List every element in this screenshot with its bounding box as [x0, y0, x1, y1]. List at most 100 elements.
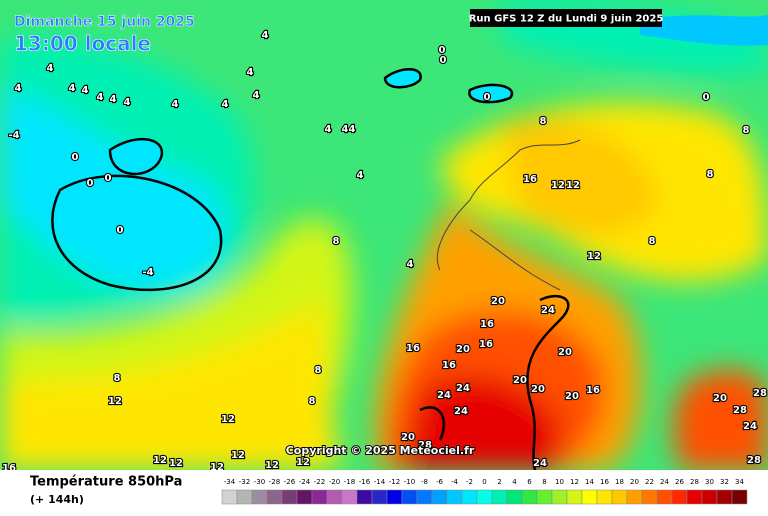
legend-swatch	[566, 489, 583, 505]
legend-tick-label: -2	[466, 478, 473, 486]
contour-label: -4	[142, 267, 153, 278]
legend-tick-label: -4	[451, 478, 459, 486]
contour-label: 8	[540, 116, 547, 127]
contour-label: 8	[743, 125, 750, 136]
contour-label: 4	[82, 85, 89, 96]
legend-swatch	[341, 489, 358, 505]
legend-tick-label: 26	[675, 478, 684, 486]
contour-label: 8	[333, 236, 340, 247]
legend-tick-label: 20	[630, 478, 639, 486]
legend-tick-label: -30	[254, 478, 265, 486]
contour-label: 4	[15, 83, 22, 94]
legend-swatch	[506, 489, 523, 505]
contour-label: 12	[551, 180, 565, 191]
coastline	[436, 139, 581, 291]
legend-tick-label: -28	[269, 478, 280, 486]
legend-tick-label: -22	[314, 478, 325, 486]
legend-tick-label: 30	[705, 478, 714, 486]
contour-label: 0	[703, 92, 710, 103]
legend-tick-label: 8	[542, 478, 546, 486]
contour-label: 4	[97, 92, 104, 103]
legend-tick-label: 12	[570, 478, 579, 486]
contour-label: 4	[222, 99, 229, 110]
contour-label: 4	[110, 94, 117, 105]
legend-tick-label: -12	[389, 478, 400, 486]
legend-tick-label: -8	[421, 478, 428, 486]
legend-tick-label: 18	[615, 478, 624, 486]
contour-label: 12	[108, 396, 122, 407]
legend-swatch	[656, 489, 673, 505]
contour-label: 24	[437, 390, 451, 401]
contour-label: 16	[523, 174, 537, 185]
contour-label: 12	[231, 450, 245, 461]
contour	[419, 294, 570, 471]
run-box	[470, 9, 662, 27]
contour-label: 4	[47, 63, 54, 74]
contour-label: 0	[484, 92, 491, 103]
legend-tick-label: -34	[224, 478, 236, 486]
local-time: 13:00 locale	[14, 32, 151, 56]
legend-swatch	[686, 489, 703, 505]
contour-label: 0	[440, 55, 447, 66]
legend-swatch	[326, 489, 343, 505]
legend-tick-label: 0	[482, 478, 486, 486]
contour-label: 28	[747, 455, 761, 466]
zero-contour	[51, 174, 223, 292]
legend-tick-label: 10	[555, 478, 564, 486]
contour-label: 20	[565, 391, 579, 402]
legend-tick-label: -26	[284, 478, 296, 486]
contour-label: 0	[439, 45, 446, 56]
contour-label: 28	[753, 388, 767, 399]
legend-tick-label: 4	[512, 478, 517, 486]
legend-swatch	[386, 489, 403, 505]
legend-tick-label: -20	[329, 478, 340, 486]
legend-swatch	[731, 489, 748, 505]
legend-swatch	[461, 489, 478, 505]
legend-tick-label: -10	[404, 478, 415, 486]
legend-tick-label: -18	[344, 478, 355, 486]
contour-label: 16	[442, 360, 456, 371]
contour-label: 20	[401, 432, 415, 443]
contour-label: 12	[221, 414, 235, 425]
contour-label: 4	[357, 170, 364, 181]
contour-label: 24	[533, 458, 547, 469]
legend-swatch	[596, 489, 613, 505]
contour-label: 4	[262, 30, 269, 41]
legend-tick-label: -32	[239, 478, 250, 486]
date: Dimanche 15 juin 2025	[14, 14, 195, 30]
legend-swatch	[476, 489, 493, 505]
contour-label: 0	[105, 173, 112, 184]
contour-label: 16	[479, 339, 493, 350]
contour-label: 0	[72, 152, 79, 163]
contour-label: 28	[418, 440, 432, 451]
legend-tick-label: 24	[660, 478, 669, 486]
legend-swatch	[296, 489, 313, 505]
contour-label: 28	[733, 405, 747, 416]
legend-swatch	[371, 489, 388, 505]
legend-swatch	[311, 489, 328, 505]
legend-tick-label: -24	[299, 478, 311, 486]
legend-tick-label: 16	[600, 478, 609, 486]
legend-swatch	[641, 489, 658, 505]
copyright: Copyright © 2025 Meteociel.fr	[286, 444, 475, 457]
contour-label: -4	[8, 130, 19, 141]
contour-label: 16	[406, 343, 420, 354]
contour-label: 20	[491, 296, 505, 307]
parameter-title: Température 850hPa	[30, 475, 182, 490]
legend-swatch	[251, 489, 268, 505]
legend-swatch	[671, 489, 688, 505]
legend-swatch	[701, 489, 718, 505]
contour-label: 12	[265, 460, 279, 471]
legend-swatch	[431, 489, 448, 505]
contour-label: 4	[253, 90, 260, 101]
legend-swatch	[236, 489, 253, 505]
legend-tick-label: -16	[359, 478, 371, 486]
contour-label: 12	[153, 455, 167, 466]
legend-swatch	[266, 489, 283, 505]
contour-label: 24	[541, 305, 555, 316]
legend-swatch	[221, 489, 238, 505]
legend-swatch	[716, 489, 733, 505]
legend-tick-label: 6	[527, 478, 532, 486]
